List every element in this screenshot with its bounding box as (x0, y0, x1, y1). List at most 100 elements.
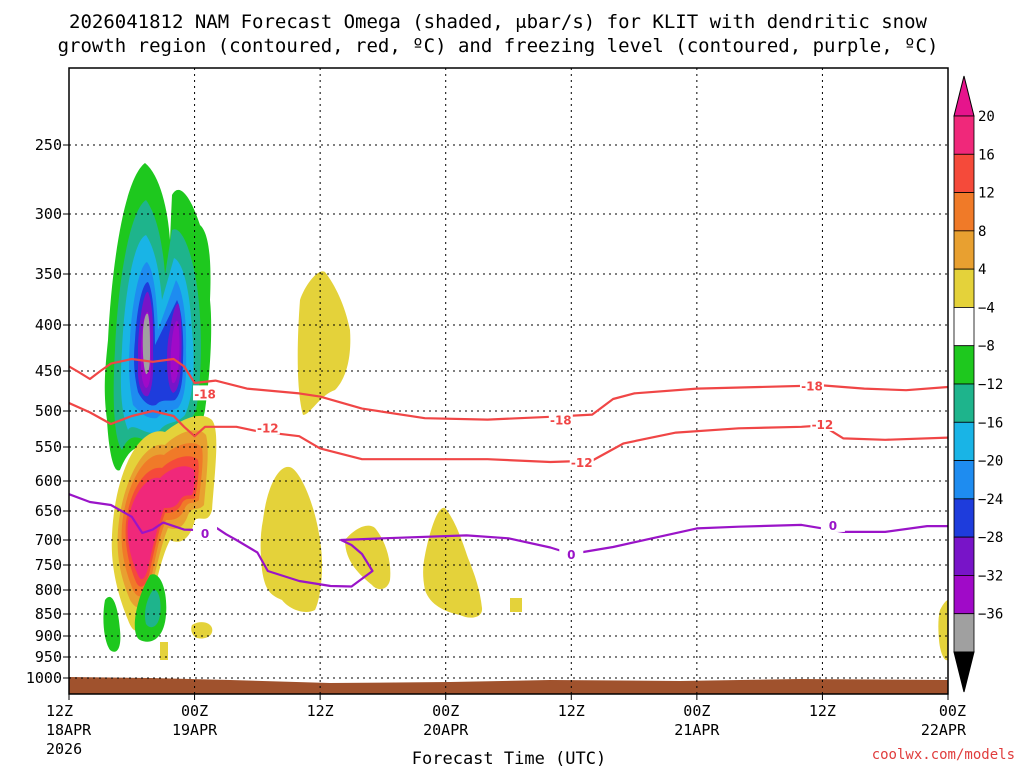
omega-region-yellow-f (160, 622, 213, 660)
plot-frame (68, 67, 949, 695)
colorbar-label-1: 16 (978, 147, 995, 163)
y-tick-label-250: 250 (35, 136, 62, 154)
x-tick-label-36: 00Z (432, 702, 459, 720)
colorbar-label-7: −12 (978, 377, 1003, 393)
y-tick-label-500: 500 (35, 402, 62, 420)
y-tick-label-650: 650 (35, 502, 62, 520)
y-tick-label-850: 850 (35, 605, 62, 623)
y-tick-label-450: 450 (35, 362, 62, 380)
contour-freezing (69, 493, 948, 588)
colorbar-swatch-12 (953, 575, 975, 615)
contour-label-freezing-1: 0 (567, 548, 575, 562)
contour-label-bg-dgz_bottom-1 (569, 453, 594, 469)
colorbar-top-arrow (953, 75, 975, 117)
chart-title-line2: growth region (contoured, red, ºC) and f… (58, 35, 939, 57)
colorbar-swatch-8 (953, 421, 975, 461)
colorbar-swatch-11 (953, 536, 975, 576)
omega-region-yellow-g (938, 600, 948, 661)
colorbar-swatch-3 (953, 230, 975, 270)
omega-region-teal-low (144, 589, 161, 628)
colorbar-label-11: −28 (978, 530, 1003, 546)
colorbar-label-5: −4 (978, 300, 995, 316)
contour-label-bg-freezing-2 (820, 516, 845, 532)
contour-label-freezing-0: 0 (201, 527, 209, 541)
colorbar: 20 16 12 8 4 −4 −8 −12 −16 −20 −24 −28 −32 −36 (953, 75, 1003, 693)
colorbar-swatch-13 (953, 613, 975, 653)
contour-label-bg-freezing-0 (193, 525, 218, 541)
omega-region-green-low (103, 574, 167, 652)
contour-label-dgz_top-1: -18 (550, 414, 572, 428)
contour-label-freezing-2: 0 (829, 519, 837, 533)
y-tick-label-900: 900 (35, 627, 62, 645)
y-tick-label-750: 750 (35, 556, 62, 574)
contour-label-bg-dgz_top-2 (799, 377, 824, 393)
colorbar-label-4: 4 (978, 262, 986, 278)
y-tick-label-350: 350 (35, 265, 62, 283)
colorbar-bottom-arrow (953, 651, 975, 693)
x-tick-label-48: 12Z (558, 702, 585, 720)
contour-label-dgz_top-0: -18 (194, 387, 216, 401)
colorbar-swatch-10 (953, 498, 975, 538)
contour-label-bg-dgz_top-1 (548, 411, 573, 427)
colorbar-label-10: −24 (978, 492, 1003, 508)
y-tick-label-1000: 1000 (26, 669, 62, 687)
x-tick-date-84: 22APR (921, 721, 967, 739)
terrain-ground (69, 677, 948, 694)
colorbar-label-0: 20 (978, 109, 995, 125)
colorbar-swatch-6 (953, 345, 975, 385)
x-tick-label-0: 12Z (46, 702, 73, 720)
contour-label-bg-dgz_bottom-0 (255, 419, 280, 435)
x-tick-label-12: 00Z (181, 702, 208, 720)
contour-label-bg-dgz_top-0 (193, 385, 218, 401)
contour-label-dgz_top-2: -18 (801, 379, 823, 393)
colorbar-swatch-5 (953, 307, 975, 347)
x-tick-label-72: 12Z (809, 702, 836, 720)
omega-region-gray (142, 313, 150, 375)
y-tick-label-800: 800 (35, 581, 62, 599)
x-tick-date-60: 21APR (674, 721, 720, 739)
contour-label-bg-dgz_bottom-2 (810, 415, 835, 431)
colorbar-swatch-9 (953, 460, 975, 500)
colorbar-label-8: −16 (978, 415, 1003, 431)
x-tick-date-36: 20APR (423, 721, 469, 739)
x-axis-label: Forecast Time (UTC) (412, 749, 606, 768)
x-tick-year-0: 2026 (46, 740, 82, 758)
omega-region-violet (140, 311, 180, 388)
omega-region-yellow-a (297, 271, 351, 415)
y-tick-label-950: 950 (35, 648, 62, 666)
chart-title-line1: 2026041812 NAM Forecast Omega (shaded, μ… (69, 11, 927, 33)
y-tick-label-400: 400 (35, 316, 62, 334)
x-tick-date-0: 18APR (46, 721, 92, 739)
colorbar-swatch-1 (953, 153, 975, 193)
omega-shading (103, 163, 948, 661)
colorbar-label-12: −32 (978, 568, 1003, 584)
colorbar-label-2: 12 (978, 186, 995, 202)
omega-region-yellow-e (510, 598, 522, 612)
x-tick-label-60: 00Z (683, 702, 710, 720)
colorbar-label-13: −36 (978, 607, 1003, 623)
credit-text: coolwx.com/models (872, 747, 1015, 763)
x-tick-label-84: 00Z (939, 702, 966, 720)
contour-dgz_top (69, 357, 948, 421)
colorbar-swatch-0 (953, 115, 975, 155)
x-tick-date-12: 19APR (172, 721, 218, 739)
colorbar-label-6: −8 (978, 339, 995, 355)
omega-region-yellow-c (345, 525, 391, 590)
omega-region-yellow-b (260, 466, 323, 612)
contour-label-dgz_bottom-1: -12 (571, 456, 593, 470)
contour-lines (69, 357, 948, 588)
y-axis: 250 300 350 400 450 500 550 600 650 700 750 800 850 9… (26, 136, 69, 687)
y-tick-label-550: 550 (35, 438, 62, 456)
contour-label-bg-freezing-1 (559, 546, 584, 561)
omega-region-magenta (127, 466, 195, 580)
contour-dgz_bottom (69, 401, 948, 464)
y-tick-label-300: 300 (35, 205, 62, 223)
contour-label-dgz_bottom-0: -12 (257, 422, 279, 436)
contour-label-dgz_bottom-2: -12 (812, 418, 834, 432)
colorbar-swatch-2 (953, 192, 975, 232)
y-tick-label-600: 600 (35, 472, 62, 490)
colorbar-swatch-4 (953, 268, 975, 308)
colorbar-label-9: −20 (978, 454, 1003, 470)
